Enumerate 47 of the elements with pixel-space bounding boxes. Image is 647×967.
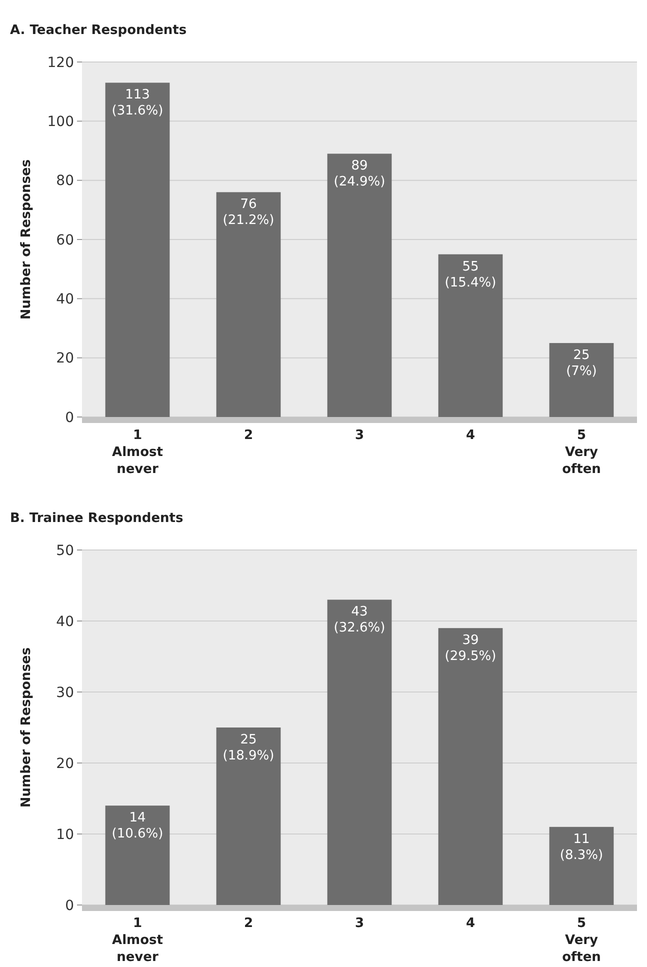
data-label: 25 (7%) bbox=[566, 348, 597, 380]
data-label: 14 (10.6%) bbox=[112, 810, 164, 842]
x-tick-label: 5 Very often bbox=[562, 916, 601, 965]
chart-title: A. Teacher Respondents bbox=[10, 23, 187, 38]
chart-title: B. Trainee Respondents bbox=[10, 511, 184, 526]
y-tick-label: 100 bbox=[47, 114, 74, 130]
data-label: 11 (8.3%) bbox=[560, 832, 604, 863]
data-label: 25 (18.9%) bbox=[222, 732, 274, 764]
y-axis-title: Number of Responses bbox=[19, 159, 34, 320]
x-tick-label: 1 Almost never bbox=[112, 428, 163, 477]
x-tick-label: 1 Almost never bbox=[112, 916, 163, 965]
x-tick-label: 5 Very often bbox=[562, 428, 601, 477]
data-label: 89 (24.9%) bbox=[334, 158, 386, 190]
y-tick-label: 0 bbox=[65, 410, 74, 426]
y-tick-label: 0 bbox=[65, 898, 74, 914]
y-tick-label: 30 bbox=[56, 684, 74, 701]
bar bbox=[549, 343, 614, 417]
bar bbox=[327, 600, 392, 905]
bar bbox=[549, 826, 614, 905]
x-tick-label: 2 bbox=[244, 916, 254, 931]
y-tick-label: 10 bbox=[56, 826, 74, 843]
y-tick-label: 120 bbox=[47, 54, 74, 71]
data-label: 39 (29.5%) bbox=[444, 633, 496, 664]
x-tick-label: 4 bbox=[466, 428, 476, 443]
bar bbox=[105, 82, 170, 417]
bar bbox=[438, 254, 503, 417]
y-tick-label: 40 bbox=[56, 614, 74, 630]
bar bbox=[216, 728, 281, 905]
bar bbox=[438, 628, 503, 905]
y-tick-label: 20 bbox=[56, 350, 74, 367]
data-label: 76 (21.2%) bbox=[222, 197, 274, 228]
data-label: 55 (15.4%) bbox=[444, 259, 496, 290]
y-axis-title: Number of Responses bbox=[19, 647, 34, 808]
bar bbox=[216, 192, 281, 417]
y-tick-label: 20 bbox=[56, 756, 74, 772]
bar bbox=[105, 806, 170, 905]
y-tick-label: 50 bbox=[56, 542, 74, 559]
x-tick-label: 4 bbox=[466, 916, 476, 931]
data-label: 113 (31.6%) bbox=[112, 88, 164, 119]
y-tick-label: 40 bbox=[56, 292, 74, 308]
x-tick-label: 3 bbox=[354, 428, 364, 443]
y-tick-label: 80 bbox=[56, 173, 74, 190]
x-tick-label: 3 bbox=[354, 916, 364, 931]
data-label: 43 (32.6%) bbox=[334, 604, 386, 636]
y-tick-label: 60 bbox=[56, 232, 74, 248]
bar bbox=[327, 154, 392, 417]
x-tick-label: 2 bbox=[244, 428, 254, 443]
